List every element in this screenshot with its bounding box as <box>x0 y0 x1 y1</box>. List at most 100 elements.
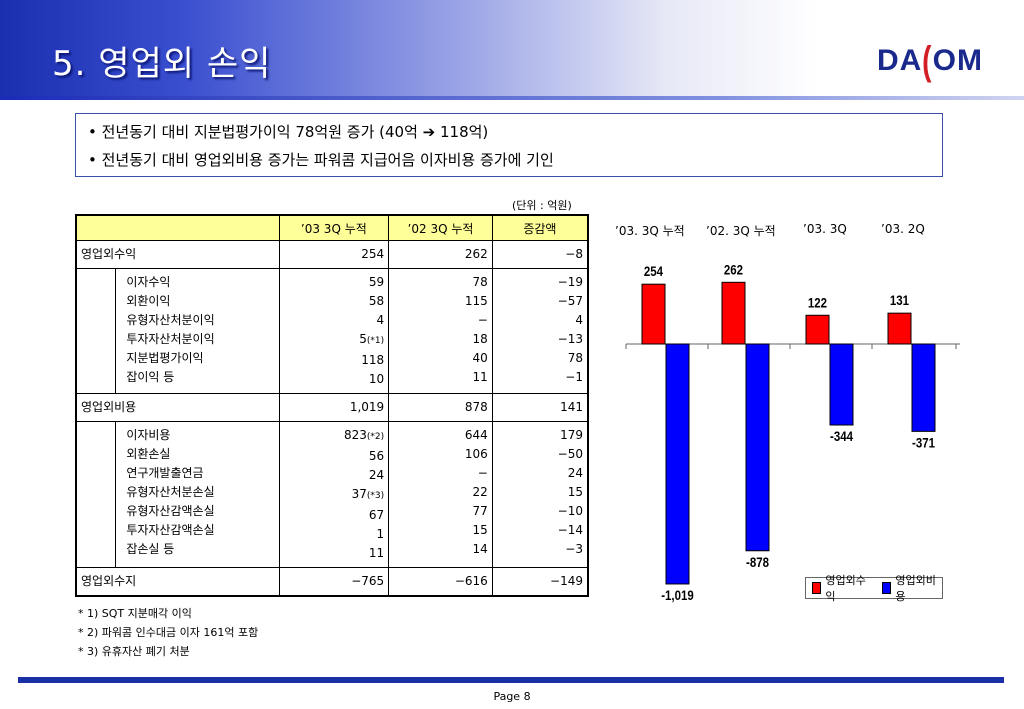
item-label: 잡손실 등 <box>126 542 175 556</box>
item-value: −14 <box>557 523 583 537</box>
item-value: 18 <box>472 332 488 346</box>
footnote-marker: (*3) <box>366 491 385 501</box>
item-value: −50 <box>557 447 583 461</box>
header-divider <box>0 96 1024 100</box>
cell-value: −616 <box>388 567 493 597</box>
cell-value: 262 <box>388 240 493 269</box>
item-label: 이자비용 <box>126 428 171 442</box>
bar-value-label: -1,019 <box>661 587 694 603</box>
chart-legend: 영업외수익 영업외비용 <box>805 574 943 603</box>
expense-col2: 644 106 − 22 77 15 14 <box>388 421 493 568</box>
item-label: 유형자산감액손실 <box>126 504 215 518</box>
item-value-text: 10 <box>368 372 385 386</box>
row-label: 영업외비용 <box>75 393 280 422</box>
table-row: 이자수익 외환이익 유형자산처분이익 투자자산처분이익 지분법평가이익 잡이익 등 59 5… <box>75 268 589 394</box>
item-label: 잡이익 등 <box>126 370 175 384</box>
item-value: − <box>477 313 488 327</box>
cell-value: 141 <box>491 393 589 422</box>
chart-category-label: ’02. 3Q 누적 <box>706 224 776 238</box>
item-value-text: 59 <box>368 275 385 289</box>
header-cell: ’03 3Q 누적 <box>278 214 390 241</box>
footnote: * 2) 파워콤 인수대금 이자 161억 포함 <box>78 626 259 639</box>
item-value: 77 <box>472 504 488 518</box>
footnote-marker: (*2) <box>366 432 385 442</box>
summary-line: • 전년동기 대비 영업외비용 증가는 파워콤 지급어음 이자비용 증가에 기인 <box>88 151 554 169</box>
table-row: 이자비용 외환손실 연구개발출연금 유형자산처분손실 유형자산감액손실 투자자산감액손실 잡… <box>75 421 589 568</box>
bar-value-label: 262 <box>724 261 743 277</box>
table-row: 영업외수익 254 262 −8 <box>75 240 589 269</box>
footnote-marker: (*1) <box>366 336 385 346</box>
item-label: 외환이익 <box>126 294 171 308</box>
item-value-text: 4 <box>376 313 385 327</box>
income-col2: 78 115 − 18 40 11 <box>388 268 493 394</box>
expense-items: 이자비용 외환손실 연구개발출연금 유형자산처분손실 유형자산감액손실 투자자산감액손실 잡… <box>115 421 280 568</box>
bar-value-label: -371 <box>912 434 935 450</box>
item-value-text: 1 <box>376 527 385 541</box>
table-header-row: ’03 3Q 누적 ’02 3Q 누적 증감액 <box>75 214 589 241</box>
item-value: −10 <box>557 504 583 518</box>
chart-category-label: ’03. 2Q <box>881 222 925 236</box>
item-value: −1 <box>565 370 583 384</box>
item-value: −3 <box>565 542 583 556</box>
item-label: 이자수익 <box>126 275 171 289</box>
item-value: 11 <box>472 370 488 384</box>
logo-paren: ( <box>922 38 933 83</box>
cell-value: −149 <box>491 567 589 597</box>
item-value: 78 <box>472 275 488 289</box>
header-cell: ’02 3Q 누적 <box>388 214 493 241</box>
item-label: 투자자산감액손실 <box>126 523 215 537</box>
cell-value: 878 <box>388 393 493 422</box>
item-value-text: 5 <box>359 332 367 346</box>
page-number: Page 8 <box>493 690 531 703</box>
item-value: 5(*1) <box>284 330 385 351</box>
cell-value: −8 <box>491 240 589 269</box>
bar-income <box>887 312 912 345</box>
cell-value: 254 <box>278 240 390 269</box>
item-value: −57 <box>557 294 583 308</box>
item-value: 1 <box>284 525 385 544</box>
dacom-logo: DA(OM <box>858 34 1002 88</box>
summary-box: • 전년동기 대비 지분법평가이익 78억원 증가 (40억 ➔ 118억) •… <box>75 113 943 177</box>
item-value: 644 <box>464 428 488 442</box>
item-value: 115 <box>464 294 488 308</box>
bar-value-label: -878 <box>746 554 769 570</box>
footer-divider <box>18 677 1004 683</box>
income-col1: 59 58 4 5(*1) 118 10 <box>278 268 390 394</box>
item-label: 유형자산처분손실 <box>126 485 215 499</box>
indent-cell <box>75 421 117 568</box>
footnote: * 1) SQT 지분매각 이익 <box>78 607 192 620</box>
item-value: −19 <box>557 275 583 289</box>
item-value: − <box>477 466 488 480</box>
bar-expense <box>829 343 854 426</box>
item-value: 37(*3) <box>284 485 385 506</box>
bar-value-label: 131 <box>890 292 909 308</box>
bar-value-label: 254 <box>644 263 664 279</box>
bar-income <box>641 283 666 345</box>
logo-text-right: OM <box>932 44 983 77</box>
item-label: 투자자산처분이익 <box>126 332 215 346</box>
legend-swatch-income <box>812 582 822 594</box>
header-cell: 증감액 <box>491 214 589 241</box>
item-value: 823(*2) <box>284 426 385 447</box>
item-label: 지분법평가이익 <box>126 351 204 365</box>
item-value: 11 <box>284 544 384 563</box>
slide-title: 5. 영업외 손익 <box>52 44 272 84</box>
income-col3: −19 −57 4 −13 78 −1 <box>491 268 589 394</box>
unit-label: (단위 : 억원) <box>512 199 572 212</box>
bar-chart: 254 262 122 131 -1,019 -878 -344 -371 <box>625 261 960 603</box>
item-value: 24 <box>567 466 583 480</box>
item-value: 78 <box>567 351 583 365</box>
bar-income <box>805 314 830 345</box>
item-value: 106 <box>464 447 488 461</box>
logo-text-left: DA <box>877 44 923 77</box>
table-row: 영업외수지 −765 −616 −149 <box>75 567 589 597</box>
item-value: 22 <box>472 485 488 499</box>
bar-value-label: 122 <box>808 294 827 310</box>
item-label: 연구개발출연금 <box>126 466 204 480</box>
legend-swatch-expense <box>882 582 892 594</box>
item-value: 118 <box>284 351 385 370</box>
footnotes: * 1) SQT 지분매각 이익 * 2) 파워콤 인수대금 이자 161억 포… <box>78 604 258 661</box>
chart-category-label: ’03. 3Q <box>803 222 847 236</box>
item-value-text: 56 <box>368 449 385 463</box>
item-value-text: 118 <box>361 353 385 367</box>
